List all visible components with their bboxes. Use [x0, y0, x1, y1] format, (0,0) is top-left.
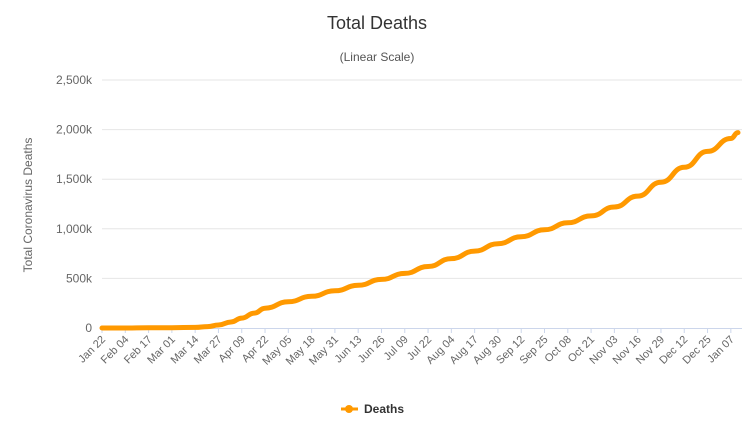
x-tick-label: Jul 09	[382, 334, 411, 363]
y-tick-label: 0	[85, 321, 92, 335]
y-tick-label: 1,500k	[56, 172, 93, 186]
series-deaths-line	[99, 130, 741, 331]
legend[interactable]: Deaths	[341, 402, 404, 416]
y-tick-label: 2,000k	[56, 123, 93, 137]
y-tick-label: 1,000k	[56, 222, 93, 236]
y-tick-label: 500k	[66, 271, 93, 285]
y-tick-labels: 0 500k 1,000k 1,500k 2,000k 2,500k	[56, 73, 93, 335]
grid-lines	[102, 79, 742, 279]
legend-deaths-marker	[345, 405, 353, 413]
y-tick-label: 2,500k	[56, 73, 93, 87]
y-axis-label: Total Coronavirus Deaths	[21, 138, 35, 273]
chart-subtitle: (Linear Scale)	[340, 50, 415, 64]
series-deaths	[99, 130, 741, 331]
legend-deaths-label: Deaths	[364, 402, 404, 416]
chart-title: Total Deaths	[327, 13, 427, 33]
